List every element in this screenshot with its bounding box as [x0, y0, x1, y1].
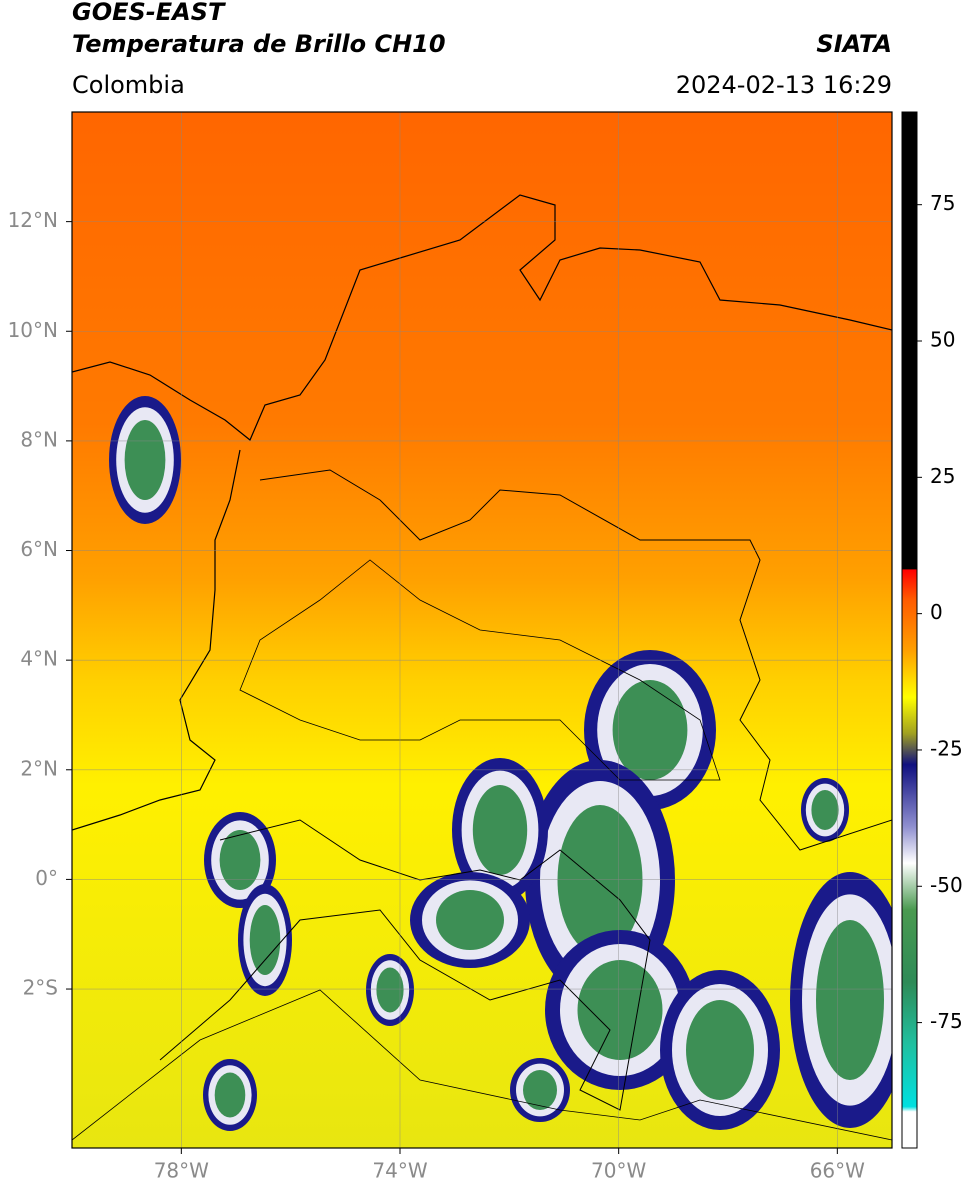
lat-tick-label: 10°N	[8, 318, 58, 342]
colorbar-tick-label: -25	[930, 736, 963, 760]
lon-tick-label: 78°W	[154, 1159, 209, 1183]
colorbar-tick-label: 0	[930, 600, 943, 624]
colorbar-tick-label: -75	[930, 1009, 963, 1033]
grid	[72, 112, 892, 1148]
lat-tick-label: 2°N	[20, 756, 58, 780]
lat-tick-label: 4°N	[20, 647, 58, 671]
lon-tick-label: 70°W	[591, 1159, 646, 1183]
source: SIATA	[816, 30, 892, 58]
colorbar-tick-label: 50	[930, 328, 955, 352]
satellite-image	[72, 112, 892, 1148]
lat-tick-label: 8°N	[20, 427, 58, 451]
lat-tick-label: 6°N	[20, 537, 58, 561]
lat-tick-label: 12°N	[8, 208, 58, 232]
colorbar-tick-label: -50	[930, 873, 963, 897]
title: GOES-EAST	[72, 0, 226, 26]
colorbar-tick-label: 75	[930, 191, 955, 215]
colorbar-tick-label: 25	[930, 464, 955, 488]
timestamp: 2024-02-13 16:29	[676, 71, 892, 99]
lon-tick-label: 74°W	[372, 1159, 427, 1183]
subtitle: Temperatura de Brillo CH10	[72, 30, 446, 58]
lon-tick-label: 66°W	[810, 1159, 865, 1183]
lat-tick-label: 2°S	[23, 976, 58, 1000]
region: Colombia	[72, 71, 185, 99]
map-frame	[71, 111, 893, 1149]
colorbar	[901, 111, 918, 1149]
lat-tick-label: 0°	[35, 866, 58, 890]
